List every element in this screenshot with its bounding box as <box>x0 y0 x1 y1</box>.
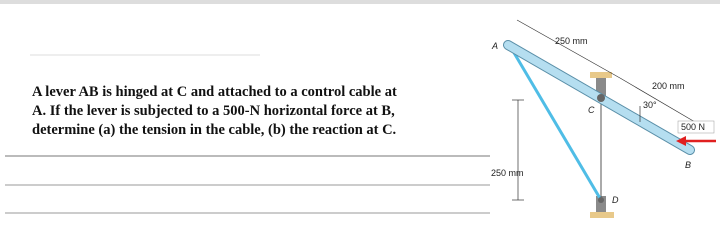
dim-line <box>619 77 696 123</box>
dim-label: 250 mm <box>555 36 588 46</box>
problem-line: determine (a) the tension in the cable, … <box>32 122 396 138</box>
support-d <box>590 212 614 218</box>
top-border <box>0 0 720 4</box>
problem-line: A lever AB is hinged at C and attached t… <box>32 84 397 100</box>
dim-label: 250 mm <box>491 168 524 178</box>
force-arrowhead <box>676 136 686 146</box>
bracket-c <box>596 78 606 100</box>
force-box <box>677 120 715 134</box>
angle-label: 30° <box>643 100 657 110</box>
label-d: D <box>612 195 619 205</box>
cable <box>508 45 603 201</box>
label-a: A <box>491 41 498 51</box>
problem-line: A. If the lever is subjected to a 500-N … <box>32 103 395 119</box>
force-label: 500 N <box>681 122 705 132</box>
page: A lever AB is hinged at C and attached t… <box>0 0 720 218</box>
pin-c <box>597 94 605 102</box>
label-b: B <box>685 160 691 170</box>
label-c: C <box>588 105 595 115</box>
bracket-d <box>596 196 606 212</box>
document: A lever AB is hinged at C and attached t… <box>0 0 720 218</box>
support-c <box>590 72 612 78</box>
pin-d <box>598 197 604 203</box>
dim-line <box>516 19 621 79</box>
dim-label: 200 mm <box>652 81 685 91</box>
